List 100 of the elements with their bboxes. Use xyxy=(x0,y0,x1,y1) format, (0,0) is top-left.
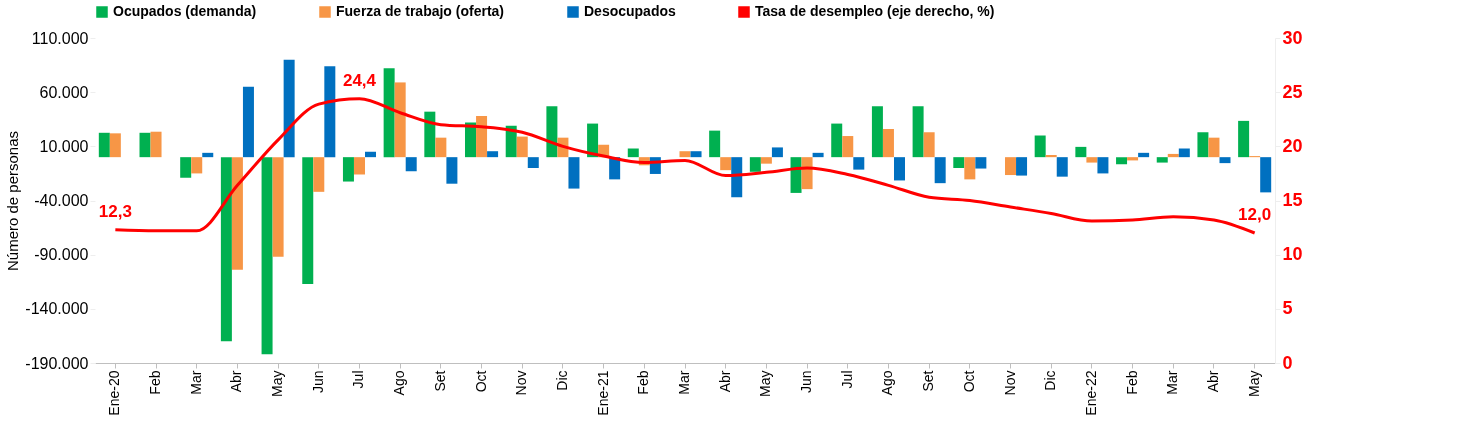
bar xyxy=(242,86,254,158)
bar xyxy=(882,129,894,158)
x-tick-label: May xyxy=(1245,370,1262,397)
data-label: 12,3 xyxy=(98,201,132,221)
y2-tick-label: 15 xyxy=(1282,190,1303,210)
y-tick-label: -190.000 xyxy=(25,354,89,372)
bar xyxy=(365,151,377,158)
bar xyxy=(731,157,743,198)
bar xyxy=(923,132,935,158)
bar xyxy=(627,148,639,158)
bar xyxy=(476,116,488,158)
x-tick-label: Abr xyxy=(228,370,245,393)
legend-label: Fuerza de trabajo (oferta) xyxy=(336,3,505,19)
x-tick-label: Jul xyxy=(350,370,367,389)
bar xyxy=(1056,157,1068,177)
bar xyxy=(202,152,214,158)
legend-label: Desocupados xyxy=(584,3,677,19)
legend-label: Ocupados (demanda) xyxy=(113,3,257,19)
bar xyxy=(394,82,406,158)
bar xyxy=(435,137,447,158)
x-tick-label: Abr xyxy=(1204,370,1221,393)
x-tick-label: Dic xyxy=(553,370,570,391)
x-tick-label: Nov xyxy=(513,370,530,396)
x-tick-label: Mar xyxy=(676,370,692,395)
bar xyxy=(1260,157,1272,193)
x-tick-label: Feb xyxy=(1123,370,1140,395)
bar xyxy=(1178,148,1190,158)
x-tick-label: Nov xyxy=(1001,370,1018,396)
x-tick-label: Set xyxy=(920,370,937,392)
bar xyxy=(261,157,273,355)
bar xyxy=(1016,157,1028,176)
y2-tick-label: 5 xyxy=(1282,298,1293,319)
x-tick-label: Abr xyxy=(716,370,733,393)
bar xyxy=(424,111,436,158)
bar xyxy=(690,151,702,158)
bar xyxy=(679,151,691,158)
bar xyxy=(231,157,243,270)
bar xyxy=(1219,157,1231,164)
bar xyxy=(568,157,580,189)
bar xyxy=(302,157,314,284)
bar xyxy=(283,59,295,158)
bar xyxy=(749,157,761,172)
bar xyxy=(812,152,824,158)
x-tick-label: Ene-20 xyxy=(106,370,123,416)
bar xyxy=(1097,157,1109,174)
x-tick-label: Ene-22 xyxy=(1082,370,1099,416)
x-tick-label: Mar xyxy=(1164,370,1181,395)
bar xyxy=(546,106,558,158)
y-tick-label: 110.000 xyxy=(31,29,89,47)
bar xyxy=(709,130,721,158)
x-tick-label: Feb xyxy=(147,370,164,395)
x-tick-label: Ene-21 xyxy=(594,370,611,416)
bar xyxy=(342,157,354,182)
x-tick-label: Oct xyxy=(960,370,977,393)
y2-tick-label: 30 xyxy=(1282,27,1303,48)
bar xyxy=(516,136,528,158)
bar xyxy=(139,132,151,158)
bar xyxy=(324,66,336,158)
bar xyxy=(871,106,883,158)
x-tick-label: Jun xyxy=(798,370,815,394)
y-tick-label: -140.000 xyxy=(25,300,89,318)
x-tick-label: Set xyxy=(431,370,448,392)
y2-tick-label: 10 xyxy=(1282,244,1303,265)
bar xyxy=(893,157,905,181)
bar xyxy=(191,157,203,174)
bar xyxy=(790,157,802,193)
x-tick-label: Feb xyxy=(635,370,652,395)
bar xyxy=(1075,146,1087,158)
y-tick-label: -40.000 xyxy=(34,192,89,209)
bar xyxy=(801,157,813,190)
bar xyxy=(842,136,854,158)
bar xyxy=(1127,157,1139,161)
bar xyxy=(272,157,284,257)
data-label: 12,0 xyxy=(1238,205,1272,224)
bar xyxy=(1156,157,1168,163)
bar xyxy=(353,157,365,175)
y-axis-title: Número de personas xyxy=(4,130,22,272)
bar xyxy=(1116,157,1128,165)
bar xyxy=(446,157,458,184)
bar xyxy=(1208,137,1220,158)
bar xyxy=(1167,153,1179,158)
bar xyxy=(383,68,395,158)
x-tick-label: Jun xyxy=(309,370,326,394)
legend-label: Tasa de desempleo (eje derecho, %) xyxy=(755,3,995,19)
x-tick-label: May xyxy=(757,370,774,397)
bar xyxy=(760,157,772,164)
bar xyxy=(934,157,946,184)
bar xyxy=(487,151,499,158)
bar xyxy=(964,157,976,180)
bar xyxy=(220,157,232,342)
x-tick-label: Ago xyxy=(391,370,408,396)
bar xyxy=(1005,157,1017,176)
bar xyxy=(975,157,987,169)
y2-tick-label: 20 xyxy=(1282,135,1303,156)
bar xyxy=(150,131,162,158)
x-tick-label: Ago xyxy=(879,370,896,396)
bar xyxy=(1197,132,1209,158)
data-label: 24,4 xyxy=(342,70,377,90)
y2-tick-label: 25 xyxy=(1282,81,1303,102)
y-tick-label: 10.000 xyxy=(39,137,89,155)
